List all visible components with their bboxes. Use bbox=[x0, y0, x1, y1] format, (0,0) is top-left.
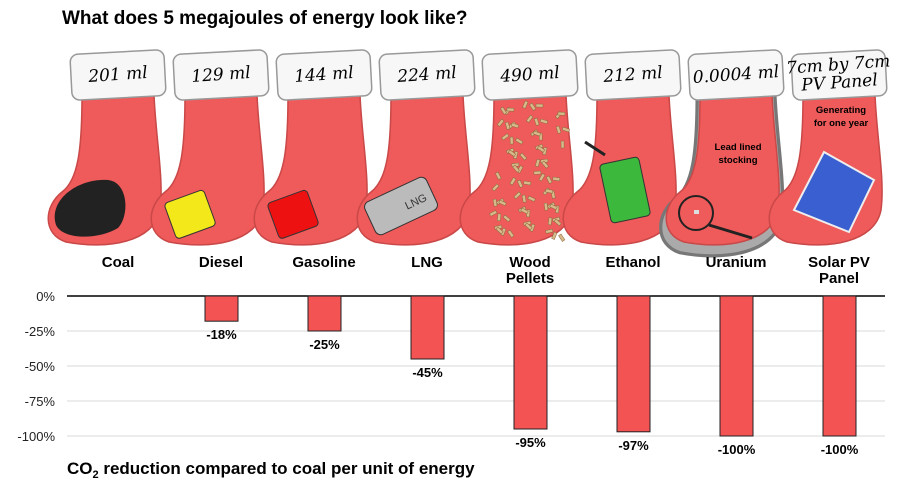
category-label: Solar PV bbox=[808, 254, 870, 271]
bar bbox=[616, 295, 651, 433]
volume-label: 201 ml bbox=[87, 63, 149, 87]
x-axis-label: CO2 reduction compared to coal per unit … bbox=[67, 459, 475, 481]
lng-tank-icon bbox=[364, 176, 438, 236]
stocking: 144 ml bbox=[253, 49, 373, 246]
stocking-cuff bbox=[378, 49, 476, 101]
coal-icon bbox=[54, 179, 126, 237]
stocking: 201 ml bbox=[47, 49, 167, 246]
volume-label: 129 ml bbox=[191, 63, 252, 87]
data-label: -100% bbox=[821, 442, 859, 457]
category-label: Uranium bbox=[706, 254, 767, 271]
stocking-cuff bbox=[481, 49, 579, 101]
category-label: Panel bbox=[819, 270, 859, 287]
category-label: Wood bbox=[509, 254, 550, 271]
jerrycan-green-icon bbox=[599, 156, 651, 224]
volume-label: 212 ml bbox=[602, 63, 664, 87]
data-label: -18% bbox=[206, 327, 237, 342]
wood-pellets-icon bbox=[489, 100, 570, 242]
stocking-cuff bbox=[790, 49, 888, 101]
stocking-cuff bbox=[275, 49, 373, 101]
volume-label: 144 ml bbox=[294, 63, 355, 87]
stocking: 129 ml bbox=[150, 49, 270, 246]
y-tick-label: -100% bbox=[17, 429, 55, 444]
jerrycan-red-icon bbox=[267, 189, 319, 239]
uranium-note: Lead lined bbox=[715, 142, 762, 153]
data-label: -100% bbox=[718, 442, 756, 457]
data-label: -25% bbox=[309, 337, 340, 352]
category-label: Pellets bbox=[506, 270, 554, 287]
data-label: -45% bbox=[412, 365, 443, 380]
stocking: 212 ml bbox=[562, 49, 682, 246]
y-tick-label: 0% bbox=[36, 289, 55, 304]
category-label: Ethanol bbox=[606, 254, 661, 271]
data-label: -95% bbox=[515, 435, 546, 450]
bar bbox=[204, 295, 239, 322]
y-tick-label: -50% bbox=[25, 359, 56, 374]
category-label: Gasoline bbox=[292, 254, 355, 271]
bar bbox=[822, 295, 857, 437]
stocking-cuff bbox=[172, 49, 270, 101]
bar bbox=[410, 295, 445, 360]
data-label: -97% bbox=[618, 438, 649, 453]
solar-note: for one year bbox=[814, 118, 869, 129]
uranium-note: stocking bbox=[718, 155, 757, 166]
y-tick-label: -25% bbox=[25, 324, 56, 339]
stocking-cuff bbox=[584, 49, 682, 101]
category-label: Diesel bbox=[199, 254, 243, 271]
bar bbox=[719, 295, 754, 437]
chart-title: What does 5 megajoules of energy look li… bbox=[62, 8, 467, 29]
stocking-cuff bbox=[687, 49, 785, 101]
solar-panel-icon bbox=[792, 150, 876, 234]
jerrycan-yellow-icon bbox=[164, 189, 216, 239]
bar bbox=[513, 295, 548, 430]
bar bbox=[307, 295, 342, 332]
stocking: 490 ml bbox=[459, 49, 579, 246]
volume-label: 490 ml bbox=[499, 63, 561, 87]
stocking-cuff bbox=[69, 49, 167, 101]
volume-label: 224 ml bbox=[396, 63, 458, 87]
category-label: Coal bbox=[102, 254, 135, 271]
y-tick-label: -75% bbox=[25, 394, 56, 409]
category-label: LNG bbox=[411, 254, 443, 271]
solar-note: Generating bbox=[816, 105, 866, 116]
